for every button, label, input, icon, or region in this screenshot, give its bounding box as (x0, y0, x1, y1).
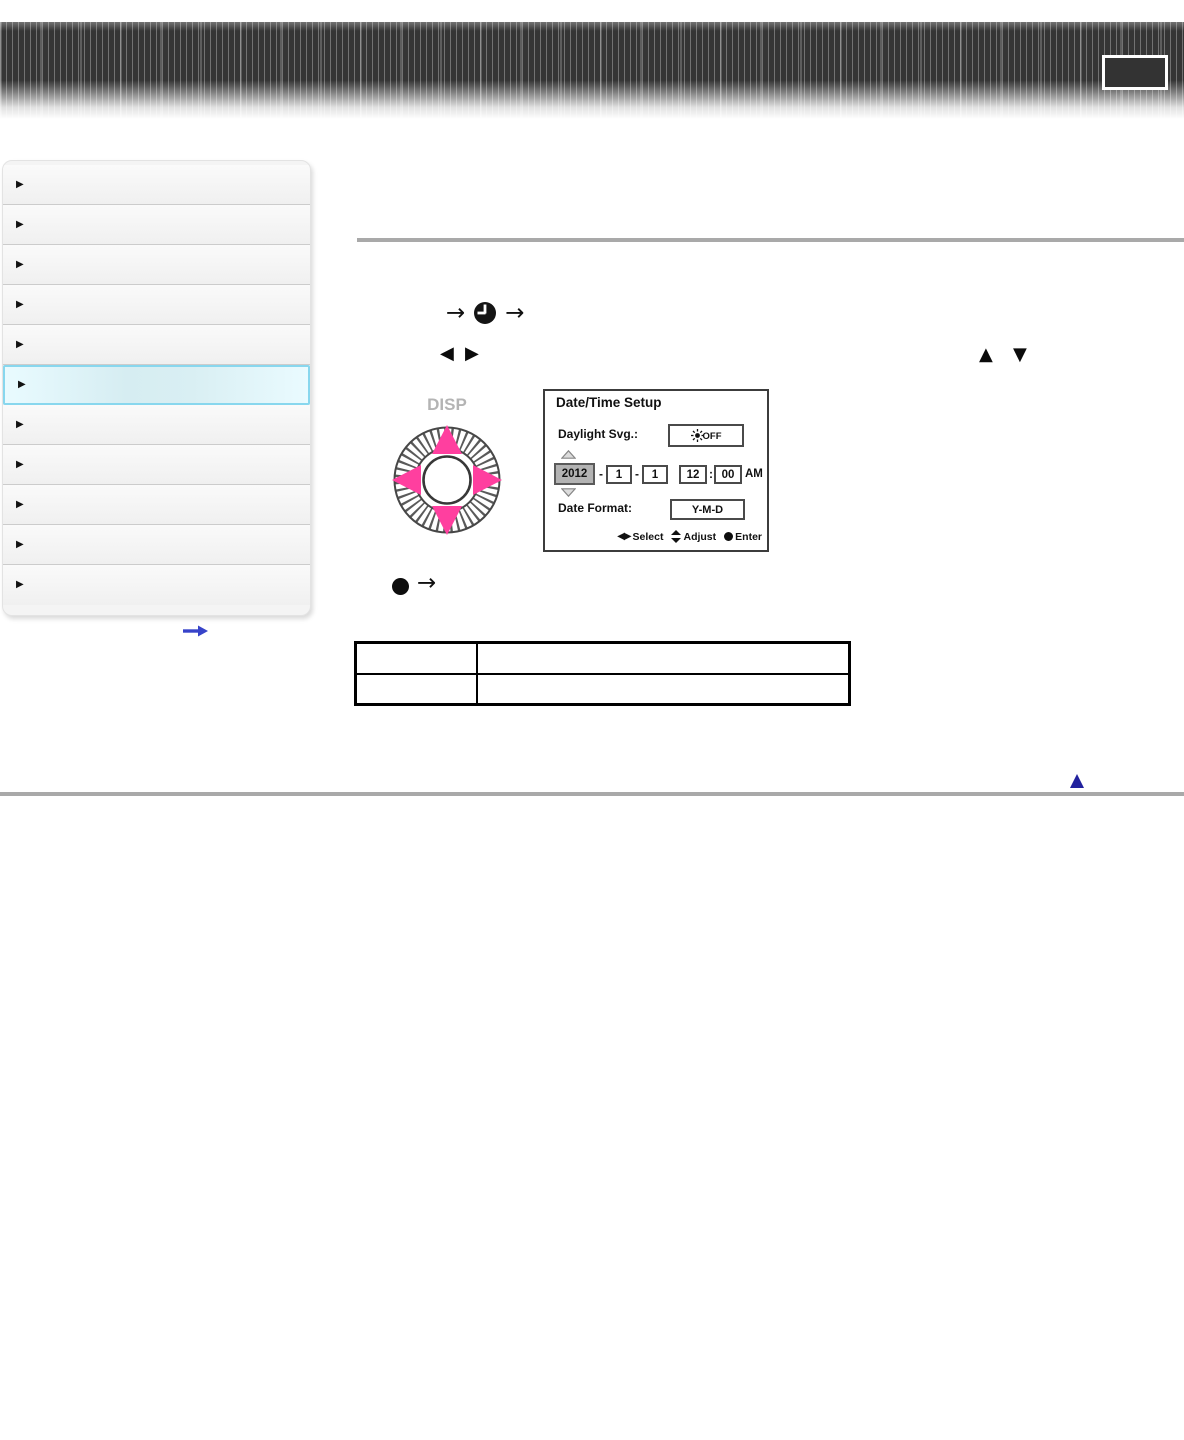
sidebar-item[interactable]: ▶ (3, 165, 310, 205)
spin-up-icon (560, 449, 577, 459)
right-arrow-icon: → (446, 299, 466, 326)
item-bullet-arrow-icon: ▶ (16, 298, 24, 310)
hint-enter-label: Enter (735, 530, 762, 543)
sun-icon (690, 429, 704, 442)
table-row (354, 641, 851, 675)
sidebar-item-active[interactable]: ▶ (3, 365, 310, 405)
item-bullet-arrow-icon: ▶ (16, 538, 24, 550)
sidebar-item[interactable]: ▶ (3, 405, 310, 445)
item-bullet-arrow-icon: ▶ (16, 178, 24, 190)
item-bullet-arrow-icon: ▶ (18, 379, 26, 390)
left-key-icon: ◀ (440, 343, 454, 364)
control-wheel-figure: DISP (388, 394, 510, 547)
sidebar-item[interactable]: ▶ (3, 205, 310, 245)
right-arrow-icon: → (417, 570, 437, 596)
date-format-value-box: Y-M-D (670, 499, 745, 520)
item-bullet-arrow-icon: ▶ (16, 418, 24, 430)
month-field: 1 (606, 465, 632, 484)
adjust-keys-icon (671, 530, 682, 543)
sidebar-item[interactable]: ▶ (3, 445, 310, 485)
settings-clock-icon (473, 301, 497, 325)
sidebar-item[interactable]: ▶ (3, 325, 310, 365)
disp-label: DISP (427, 395, 467, 414)
hour-field: 12 (679, 465, 707, 484)
wheel-up-triangle (432, 425, 462, 454)
enter-button-icon (724, 532, 734, 541)
hint-select-label: Select (632, 530, 664, 543)
header-button[interactable] (1102, 55, 1168, 90)
sidebar-item[interactable]: ▶ (3, 285, 310, 325)
year-field: 2012 (554, 463, 595, 485)
spin-down-icon (560, 488, 577, 498)
menu-path-row: → → (446, 301, 525, 325)
select-keys-icon: ◀▶ (617, 531, 631, 542)
center-button-icon (392, 578, 409, 595)
table-cell (476, 641, 851, 675)
hint-adjust-label: Adjust (683, 530, 717, 543)
day-field: 1 (642, 465, 668, 484)
back-to-top-icon[interactable] (1070, 774, 1084, 788)
down-key-icon: ▼ (1013, 344, 1027, 365)
right-arrow-icon: → (505, 299, 525, 326)
daylight-svg-label: Daylight Svg.: (558, 427, 639, 441)
sidebar-item[interactable]: ▶ (3, 485, 310, 525)
sidebar-item[interactable]: ▶ (3, 565, 310, 605)
table-cell (354, 641, 478, 675)
item-bullet-arrow-icon: ▶ (16, 579, 24, 590)
up-key-icon: ▲ (979, 344, 993, 365)
daylight-svg-value: OFF (702, 431, 722, 442)
wheel-left-triangle (392, 465, 421, 495)
item-bullet-arrow-icon: ▶ (16, 338, 24, 350)
table-cell (354, 672, 478, 706)
settings-table (354, 641, 851, 706)
header-banner-fade (0, 22, 1184, 119)
item-bullet-arrow-icon: ▶ (16, 458, 24, 470)
wheel-down-triangle (432, 506, 462, 535)
header-banner (0, 22, 1184, 119)
sidebar-nav: ▶ ▶ ▶ ▶ ▶ ▶ ▶ ▶ ▶ ▶ ▶ (2, 160, 311, 616)
right-key-icon: ▶ (465, 343, 479, 364)
content-divider (357, 238, 1184, 242)
wheel-right-triangle (473, 465, 502, 495)
daylight-svg-value-box: OFF (668, 424, 744, 447)
sidebar-item[interactable]: ▶ (3, 245, 310, 285)
table-cell (476, 672, 851, 706)
table-row (354, 672, 851, 706)
date-separator: - (599, 467, 603, 481)
date-time-setup-screen: Date/Time Setup Daylight Svg.: OFF (543, 389, 769, 552)
item-bullet-arrow-icon: ▶ (16, 218, 24, 230)
item-bullet-arrow-icon: ▶ (16, 498, 24, 510)
footer-divider (0, 792, 1184, 796)
time-separator: : (709, 467, 713, 481)
sidebar-item[interactable]: ▶ (3, 525, 310, 565)
date-format-label: Date Format: (558, 501, 633, 515)
meridiem-label: AM (745, 468, 763, 480)
link-arrow-icon[interactable] (182, 624, 208, 642)
screen-title: Date/Time Setup (556, 395, 662, 410)
minute-field: 00 (714, 465, 742, 484)
date-separator: - (635, 467, 639, 481)
screen-hints: ◀▶ Select Adjust Enter (617, 530, 762, 543)
item-bullet-arrow-icon: ▶ (16, 258, 24, 270)
